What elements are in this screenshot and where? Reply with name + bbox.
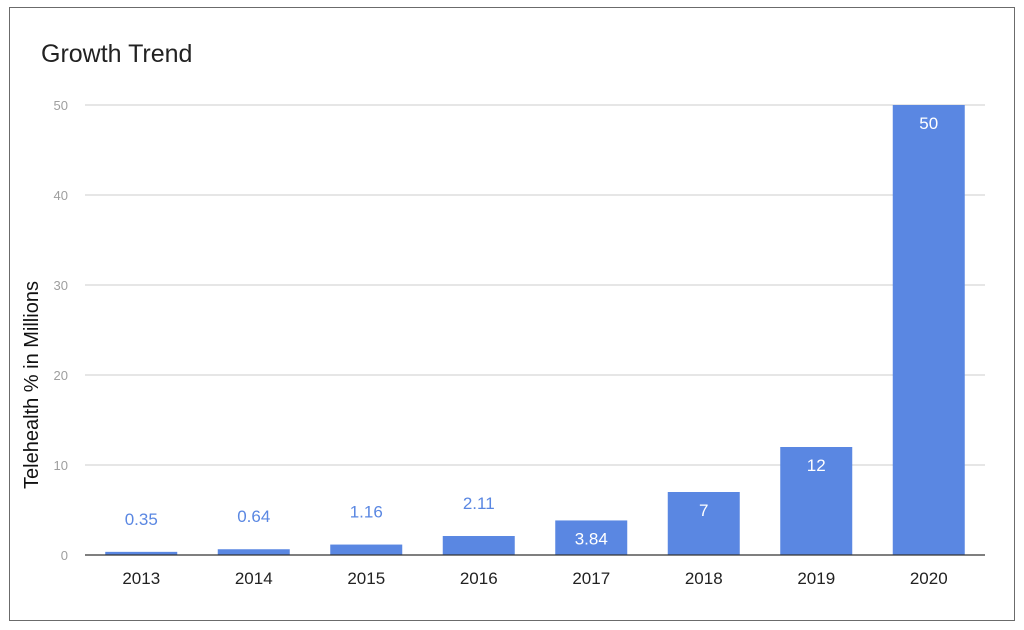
data-label: 7 [699,501,708,520]
y-axis-label: Telehealth % in Millions [21,281,43,489]
bar [217,549,290,555]
x-tick-label: 2013 [122,569,160,588]
bars [105,105,965,555]
bar [667,492,740,555]
x-tick-label: 2020 [910,569,948,588]
data-label: 12 [807,456,826,475]
data-label: 0.35 [125,510,158,529]
bar [330,544,403,555]
bar [105,551,178,555]
data-label: 3.84 [575,529,608,548]
y-tick-label: 30 [54,278,68,293]
y-tick-label: 0 [61,548,68,563]
x-tick-label: 2018 [685,569,723,588]
gridlines [85,104,985,466]
x-tick-label: 2014 [235,569,273,588]
data-label: 50 [919,114,938,133]
x-tick-label: 2016 [460,569,498,588]
x-tick-label: 2019 [797,569,835,588]
data-labels: 0.35 0.64 1.16 2.11 3.84 7 12 50 [125,114,939,548]
x-tick-labels: 2013 2014 2015 2016 2017 2018 2019 2020 [122,569,947,588]
data-label: 1.16 [350,503,383,522]
bar [892,105,965,555]
y-tick-label: 20 [54,368,68,383]
bar [555,520,628,555]
y-tick-label: 50 [54,98,68,113]
bar [442,536,515,555]
bar [780,447,853,555]
x-tick-label: 2015 [347,569,385,588]
x-tick-label: 2017 [572,569,610,588]
y-tick-label: 10 [54,458,68,473]
data-label: 2.11 [463,494,495,513]
y-tick-labels: 0 10 20 30 40 50 [54,98,68,563]
data-label: 0.64 [237,507,270,526]
y-tick-label: 40 [54,188,68,203]
chart-title: Growth Trend [41,40,193,68]
